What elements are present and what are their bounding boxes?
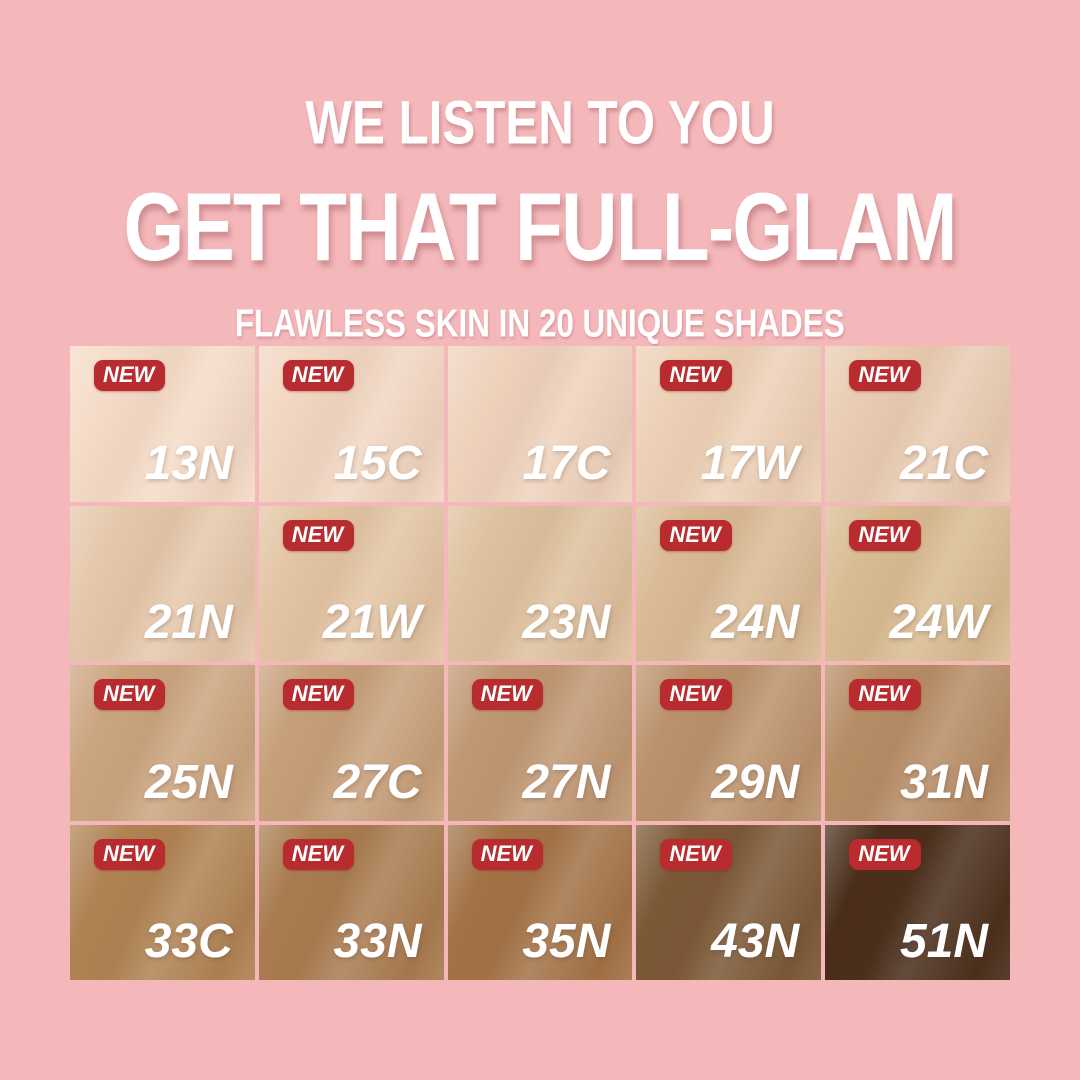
new-badge: NEW: [471, 679, 543, 710]
headline-main: GET THAT FULL-GLAM: [0, 173, 1080, 281]
shade-swatch-23n: NEW 23N: [447, 505, 633, 661]
shade-grid: NEW 13N NEW 15C NEW 17C NEW 17W NEW 21C …: [70, 346, 1010, 980]
shade-swatch-29n: NEW 29N: [636, 665, 822, 821]
shade-code-label: 24W: [889, 596, 988, 649]
headline-sub-text: FLAWLESS SKIN IN 20 UNIQUE SHADES: [235, 302, 845, 346]
shade-swatch-21w: NEW 21W: [258, 505, 444, 661]
shade-code-label: 17W: [700, 436, 800, 490]
new-badge: NEW: [282, 519, 355, 551]
headline-sub: FLAWLESS SKIN IN 20 UNIQUE SHADES: [0, 302, 1080, 346]
shade-code-label: 21C: [899, 436, 988, 490]
shade-code-label: 33N: [333, 915, 422, 968]
shade-swatch-24n: NEW 24N: [636, 505, 822, 661]
shade-code-label: 15C: [333, 436, 422, 490]
headline-main-text: GET THAT FULL-GLAM: [123, 174, 958, 282]
shade-code-label: 23N: [522, 596, 611, 649]
headline-small-text: WE LISTEN TO YOU: [305, 89, 775, 158]
new-badge: NEW: [94, 360, 166, 391]
shade-code-label: 29N: [711, 755, 800, 809]
shade-code-label: 27C: [333, 755, 422, 809]
shade-swatch-51n: NEW 51N: [825, 824, 1010, 980]
new-badge: NEW: [660, 360, 732, 391]
new-badge: NEW: [849, 679, 921, 710]
new-badge: NEW: [660, 679, 732, 710]
new-badge: NEW: [282, 679, 355, 710]
shade-code-label: 24N: [711, 596, 800, 649]
new-badge: NEW: [282, 838, 355, 870]
shade-swatch-27n: NEW 27N: [447, 665, 633, 821]
shade-swatch-24w: NEW 24W: [825, 505, 1010, 661]
shade-code-label: 27N: [522, 755, 611, 809]
new-badge: NEW: [94, 838, 166, 870]
shade-swatch-43n: NEW 43N: [636, 824, 822, 980]
shade-swatch-35n: NEW 35N: [447, 824, 633, 980]
new-badge: NEW: [849, 838, 921, 870]
shade-swatch-25n: NEW 25N: [70, 665, 255, 821]
shade-code-label: 21N: [144, 596, 233, 649]
shade-swatch-21c: NEW 21C: [825, 346, 1010, 502]
header: WE LISTEN TO YOU GET THAT FULL-GLAM FLAW…: [0, 0, 1080, 346]
new-badge: NEW: [849, 519, 921, 551]
headline-small: WE LISTEN TO YOU: [0, 88, 1080, 158]
shade-swatch-17w: NEW 17W: [636, 346, 822, 502]
shade-code-label: 21W: [322, 596, 422, 649]
shade-code-label: 31N: [899, 755, 988, 809]
shade-swatch-17c: NEW 17C: [447, 346, 633, 502]
shade-swatch-33c: NEW 33C: [70, 824, 255, 980]
shade-code-label: 17C: [522, 436, 611, 490]
new-badge: NEW: [660, 519, 732, 551]
new-badge: NEW: [282, 360, 355, 391]
shade-swatch-21n: NEW 21N: [70, 505, 255, 661]
new-badge: NEW: [471, 838, 543, 870]
new-badge: NEW: [849, 360, 921, 391]
shade-swatch-31n: NEW 31N: [825, 665, 1010, 821]
shade-swatch-13n: NEW 13N: [70, 346, 255, 502]
shade-code-label: 13N: [144, 436, 233, 490]
shade-code-label: 33C: [144, 915, 233, 968]
shade-code-label: 35N: [522, 915, 611, 968]
shade-code-label: 43N: [711, 915, 800, 968]
shade-swatch-33n: NEW 33N: [258, 824, 444, 980]
shade-swatch-27c: NEW 27C: [258, 665, 444, 821]
shade-code-label: 25N: [144, 755, 233, 809]
new-badge: NEW: [660, 838, 732, 870]
shade-code-label: 51N: [899, 915, 988, 968]
new-badge: NEW: [94, 679, 166, 710]
shade-swatch-15c: NEW 15C: [258, 346, 444, 502]
